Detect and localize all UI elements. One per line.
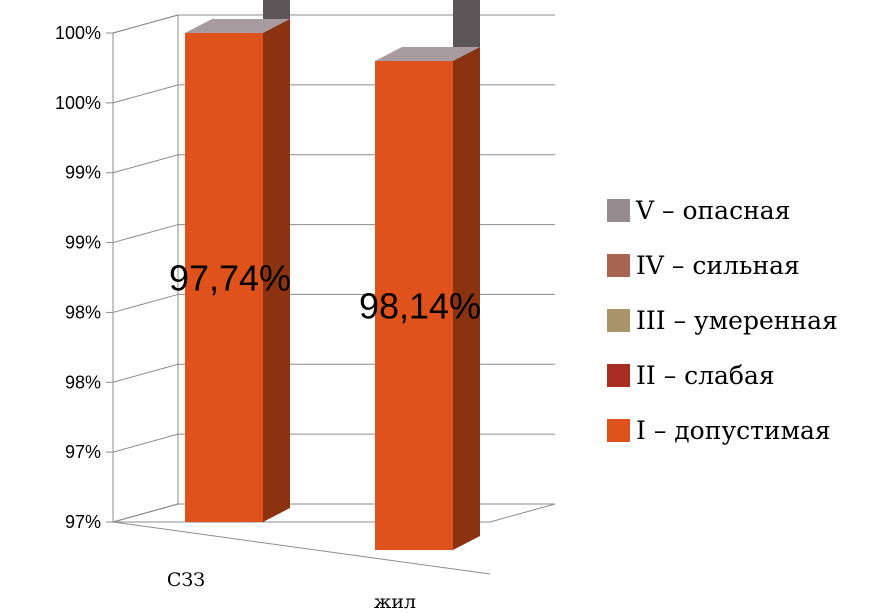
- y-tick-label: 97%: [65, 512, 101, 532]
- bar-szz: [185, 0, 290, 522]
- gridline-side: [112, 293, 179, 313]
- legend-swatch: [607, 419, 630, 442]
- gridline-side: [112, 224, 179, 244]
- bar-segment-front: [185, 33, 263, 522]
- bar-segment-front: [375, 61, 453, 550]
- y-tick-label: 97%: [65, 442, 101, 462]
- y-axis: 97% 97% 98% 98% 99% 99% 100% 100%: [55, 23, 114, 532]
- floor: [112, 503, 556, 523]
- gridline-side: [112, 154, 179, 174]
- bar-zhil: [375, 0, 480, 550]
- x-axis: СЗЗ жил: [112, 521, 491, 613]
- legend-swatch: [607, 364, 630, 387]
- bar-segment-side: [263, 19, 290, 522]
- legend-label: V – опасная: [635, 196, 790, 225]
- legend-swatch: [607, 199, 630, 222]
- legend-label: III – умеренная: [636, 306, 838, 335]
- data-labels: 97,74%0,94%0,19%0,56%0,56%98,14%0,82%0,2…: [169, 257, 481, 326]
- x-tick-label: СЗЗ: [167, 569, 205, 591]
- gridline-side: [112, 503, 179, 523]
- bar-segment-side: [453, 0, 480, 61]
- y-tick-label: 98%: [65, 372, 101, 392]
- gridline-side: [112, 84, 179, 104]
- legend: V – опасная IV – сильная III – умеренная II…: [607, 196, 838, 445]
- bar-top: [375, 47, 480, 61]
- bar-segment-side: [453, 47, 480, 550]
- gridline-side: [112, 14, 179, 34]
- bar-top: [185, 19, 290, 33]
- x-tick-label: жил: [374, 591, 416, 613]
- legend-label: I – допустимая: [636, 416, 831, 445]
- y-tick-label: 99%: [65, 163, 101, 183]
- data-label: 97,74%: [169, 257, 291, 298]
- gridline-side: [112, 433, 179, 453]
- legend-label: II – слабая: [636, 361, 775, 390]
- y-tick-label: 99%: [65, 233, 101, 253]
- legend-label: IV – сильная: [636, 251, 800, 280]
- legend-swatch: [607, 309, 630, 332]
- gridline-side: [112, 363, 179, 383]
- bars: [185, 0, 480, 550]
- y-tick-label: 100%: [55, 23, 101, 43]
- y-tick-label: 100%: [55, 93, 101, 113]
- x-axis-line: [112, 521, 491, 575]
- y-tick-label: 98%: [65, 302, 101, 322]
- legend-swatch: [607, 254, 630, 277]
- data-label: 98,14%: [359, 285, 481, 326]
